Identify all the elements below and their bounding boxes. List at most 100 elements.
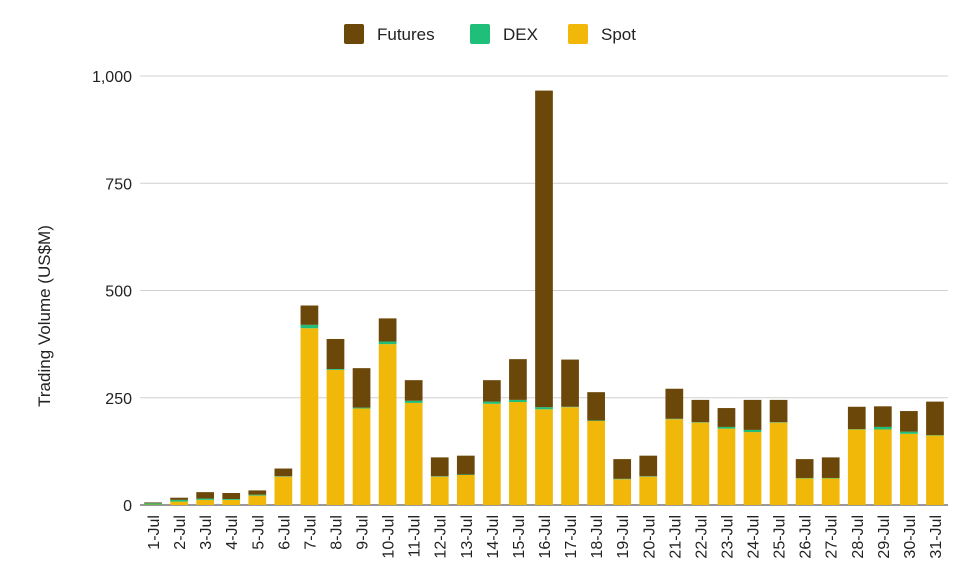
bar-dex-7-Jul [300,324,319,329]
bar-dex-9-Jul [352,407,371,409]
bar-futures-9-Jul [352,368,371,408]
bar-spot-16-Jul [535,409,553,505]
x-tick-label: 8-Jul [328,515,345,550]
bar-spot-3-Jul [196,499,215,505]
x-tick-label: 13-Jul [459,515,476,559]
x-tick-label: 10-Jul [381,515,398,559]
bar-futures-24-Jul [743,399,762,430]
x-tick-label: 23-Jul [719,515,736,559]
x-tick-label: 6-Jul [276,515,293,550]
bar-dex-5-Jul [248,494,267,496]
bar-futures-13-Jul [456,455,475,475]
legend-label-futures: Futures [377,25,435,44]
bar-futures-15-Jul [509,359,527,400]
bar-futures-27-Jul [821,457,840,478]
x-tick-label: 4-Jul [224,515,241,550]
x-tick-label: 17-Jul [563,515,580,559]
bar-futures-21-Jul [665,388,684,419]
x-tick-label: 18-Jul [589,515,606,559]
legend-label-spot: Spot [601,25,636,44]
bar-dex-10-Jul [378,341,397,345]
legend-swatch-dex [470,24,490,44]
bar-futures-10-Jul [378,318,397,342]
x-tick-label: 12-Jul [433,515,450,559]
bar-spot-21-Jul [665,419,684,505]
bar-futures-19-Jul [613,459,632,479]
bar-dex-15-Jul [509,399,527,403]
bar-spot-22-Jul [691,422,710,505]
bar-spot-2-Jul [170,501,188,505]
x-tick-label: 27-Jul [824,515,841,559]
bar-futures-28-Jul [847,406,866,430]
bar-dex-23-Jul [717,426,736,429]
bar-futures-20-Jul [639,455,658,477]
bar-futures-14-Jul [483,380,501,402]
bar-futures-30-Jul [900,411,918,432]
legend-label-dex: DEX [503,25,538,44]
x-tick-label: 20-Jul [641,515,658,559]
bar-futures-31-Jul [926,401,944,436]
bar-futures-25-Jul [769,399,788,423]
x-tick-label: 30-Jul [902,515,919,559]
bar-spot-19-Jul [613,479,632,505]
y-tick-label: 750 [105,176,132,193]
bar-futures-29-Jul [873,406,892,427]
bar-spot-7-Jul [300,328,319,505]
x-tick-label: 22-Jul [693,515,710,559]
x-tick-label: 14-Jul [485,515,502,559]
y-tick-label: 0 [123,498,132,515]
bar-dex-11-Jul [404,400,423,403]
bar-spot-28-Jul [847,429,866,505]
legend-swatch-spot [568,24,588,44]
bar-futures-8-Jul [326,338,345,370]
x-tick-label: 24-Jul [746,515,763,559]
bar-spot-17-Jul [561,407,579,505]
legend: Futures DEX Spot [344,24,636,44]
bar-spot-20-Jul [639,476,658,505]
y-tick-label: 500 [105,284,132,301]
x-tick-label: 11-Jul [407,515,424,557]
bar-spot-8-Jul [326,369,345,505]
x-tick-label: 16-Jul [537,515,554,559]
bar-spot-31-Jul [926,435,944,505]
bar-futures-16-Jul [535,90,553,408]
bar-futures-2-Jul [170,497,188,500]
y-axis-ticks: 0 250 500 750 1,000 [92,69,132,515]
x-tick-label: 7-Jul [302,515,319,550]
bar-futures-26-Jul [795,459,814,478]
bar-futures-23-Jul [717,408,736,427]
bar-spot-9-Jul [352,408,371,505]
bar-spot-11-Jul [404,402,423,505]
bar-futures-11-Jul [404,380,423,401]
bar-spot-14-Jul [483,403,501,505]
x-tick-label: 3-Jul [198,515,215,550]
bar-dex-30-Jul [900,431,918,434]
bar-futures-17-Jul [561,359,579,407]
bar-dex-24-Jul [743,429,762,433]
bar-dex-16-Jul [535,407,553,410]
bar-spot-13-Jul [456,474,475,505]
bar-dex-3-Jul [196,498,215,500]
bar-spot-27-Jul [821,478,840,505]
x-tick-label: 5-Jul [250,515,267,550]
x-tick-label: 25-Jul [772,515,789,559]
x-tick-label: 29-Jul [876,515,893,559]
bar-dex-14-Jul [483,401,501,404]
bars [144,90,944,506]
bar-futures-3-Jul [196,492,215,499]
x-tick-label: 28-Jul [850,515,867,559]
bar-futures-6-Jul [274,468,293,477]
bar-spot-23-Jul [717,428,736,505]
bar-spot-26-Jul [795,478,814,505]
y-tick-label: 1,000 [92,69,132,86]
bar-futures-7-Jul [300,305,319,325]
x-tick-label: 26-Jul [798,515,815,559]
bar-futures-5-Jul [248,490,267,495]
bar-spot-30-Jul [900,433,918,505]
bar-spot-6-Jul [274,476,293,505]
x-tick-label: 21-Jul [667,515,684,559]
bar-spot-18-Jul [587,420,605,505]
y-tick-label: 250 [105,391,132,408]
